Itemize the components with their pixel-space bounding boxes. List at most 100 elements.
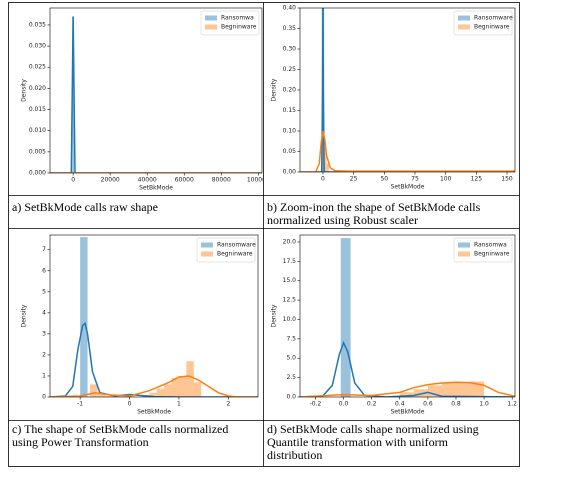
hist-bar	[413, 389, 428, 397]
legend-label: Ransomwa	[474, 242, 507, 249]
chart: 0 25 50 75 100 125 150 0.00 0.05 0.10 0.15 0.20 0.25…	[271, 5, 516, 191]
x-tick-label: 100	[440, 176, 452, 183]
hist-bar	[127, 395, 135, 397]
y-axis-label: Density	[271, 78, 278, 101]
legend-swatch	[205, 24, 217, 30]
hist-bar	[171, 378, 179, 397]
kde-line	[50, 375, 258, 397]
x-tick-label: 50	[380, 176, 388, 183]
kde-line	[300, 340, 515, 397]
hist-bar	[90, 384, 98, 397]
plot-area	[50, 237, 258, 397]
x-tick-label: 0	[321, 176, 325, 183]
y-tick-label: 20.0	[283, 238, 297, 245]
kde-line	[300, 130, 515, 172]
legend-box	[196, 237, 256, 263]
hist-bar	[399, 392, 414, 397]
caption: a) SetBkMode calls raw shape	[12, 200, 158, 214]
y-axis-label: Density	[21, 304, 28, 327]
legend-label: Ransomwa	[221, 15, 254, 22]
kde-line	[300, 381, 515, 397]
y-tick-label: 0.0	[286, 394, 296, 401]
legend-swatch	[201, 242, 213, 248]
hist-bar	[186, 361, 194, 397]
legend-label: Ransomware	[474, 15, 513, 22]
x-tick-label: 150	[501, 176, 513, 183]
legend-label: Begninware	[474, 251, 510, 258]
caption: using Power Transformation	[12, 435, 149, 449]
caption: c) The shape of SetBkMode calls normaliz…	[12, 422, 228, 436]
y-tick-label: 4	[42, 309, 46, 316]
x-tick-label: 0.8	[451, 401, 461, 408]
x-tick-label: 1	[177, 401, 181, 408]
x-tick-label: 40000	[138, 177, 157, 184]
plot-area	[300, 8, 515, 172]
x-tick-label: 2	[226, 401, 230, 408]
caption: b) Zoom-inon the shape of SetBkMode call…	[267, 200, 481, 214]
y-tick-label: 0.40	[283, 5, 297, 12]
y-tick-label: 12.5	[283, 297, 297, 304]
caption: Quantile transformation with uniform	[267, 435, 449, 449]
y-tick-label: 5	[42, 288, 46, 295]
x-tick-label: 0.6	[423, 401, 433, 408]
y-tick-label: 0.005	[29, 148, 46, 155]
y-axis-label: Density	[21, 79, 28, 102]
x-tick-label: 100000	[247, 177, 270, 184]
x-tick-label: 1.0	[479, 401, 489, 408]
y-tick-label: 0.035	[29, 21, 46, 28]
legend: Ransomware Begninware	[453, 10, 513, 36]
hist-bar	[324, 147, 327, 172]
hist-bar	[193, 382, 202, 397]
chart: -0.2 0.0 0.2 0.4 0.6 0.8 1.0 1.2 0.0 2.5 5.0 7.5 10.…	[271, 234, 517, 416]
hist-bar	[72, 16, 75, 173]
legend-swatch	[205, 15, 217, 21]
y-tick-label: 0.020	[29, 85, 46, 92]
legend-label: Begninware	[221, 24, 257, 31]
hist-bar	[80, 237, 88, 397]
x-tick-label: 60000	[175, 177, 194, 184]
x-tick-label: 1.2	[507, 401, 517, 408]
axes-frame	[299, 234, 516, 398]
legend-box	[200, 10, 260, 36]
y-tick-label: 0.20	[283, 87, 297, 94]
legend-swatch	[458, 24, 470, 30]
caption: d) SetBkMode calls shape normalized usin…	[267, 422, 479, 436]
y-tick-label: 0.010	[29, 127, 46, 134]
x-tick-label: -0.2	[310, 401, 322, 408]
y-tick-label: 2	[42, 351, 46, 358]
legend-swatch	[458, 251, 470, 257]
y-tick-label: 17.5	[283, 258, 297, 265]
plot-area	[50, 16, 262, 173]
y-tick-label: 1	[42, 372, 46, 379]
y-tick-label: 3	[42, 330, 46, 337]
legend-swatch	[458, 15, 470, 21]
x-tick-label: 125	[471, 176, 483, 183]
y-tick-label: 15.0	[283, 277, 297, 284]
y-tick-label: 0.30	[283, 46, 297, 53]
hist-bar	[178, 375, 187, 397]
y-tick-label: 0.05	[283, 148, 297, 155]
x-tick-label: 0	[128, 401, 132, 408]
hist-bar	[156, 388, 165, 397]
caption: normalized using Robust scaler	[267, 213, 418, 227]
kde-line	[50, 16, 262, 173]
hist-bar	[455, 382, 471, 397]
y-tick-label: 6	[42, 267, 46, 274]
y-tick-label: 0.025	[29, 64, 46, 71]
x-axis-label: SetBkMode	[391, 184, 425, 191]
x-tick-label: 0.4	[395, 401, 405, 408]
hist-bar	[149, 392, 157, 397]
y-tick-label: 0.000	[29, 170, 46, 177]
x-tick-label: 80000	[212, 177, 231, 184]
y-axis-label: Density	[271, 304, 278, 327]
hist-bar	[164, 384, 172, 397]
x-axis-label: SetBkMode	[391, 409, 425, 416]
y-tick-label: 0.030	[29, 43, 46, 50]
y-tick-label: 0.015	[29, 106, 46, 113]
hist-bar	[441, 383, 456, 397]
legend-label: Begninware	[474, 24, 510, 31]
hist-bar	[326, 163, 330, 172]
x-tick-label: 25	[350, 176, 358, 183]
chart: -1 0 1 2 0 1 2 3 4 5 6 7 SetBkMode Density Ransomware B…	[21, 234, 259, 416]
hist-bar	[340, 238, 351, 397]
